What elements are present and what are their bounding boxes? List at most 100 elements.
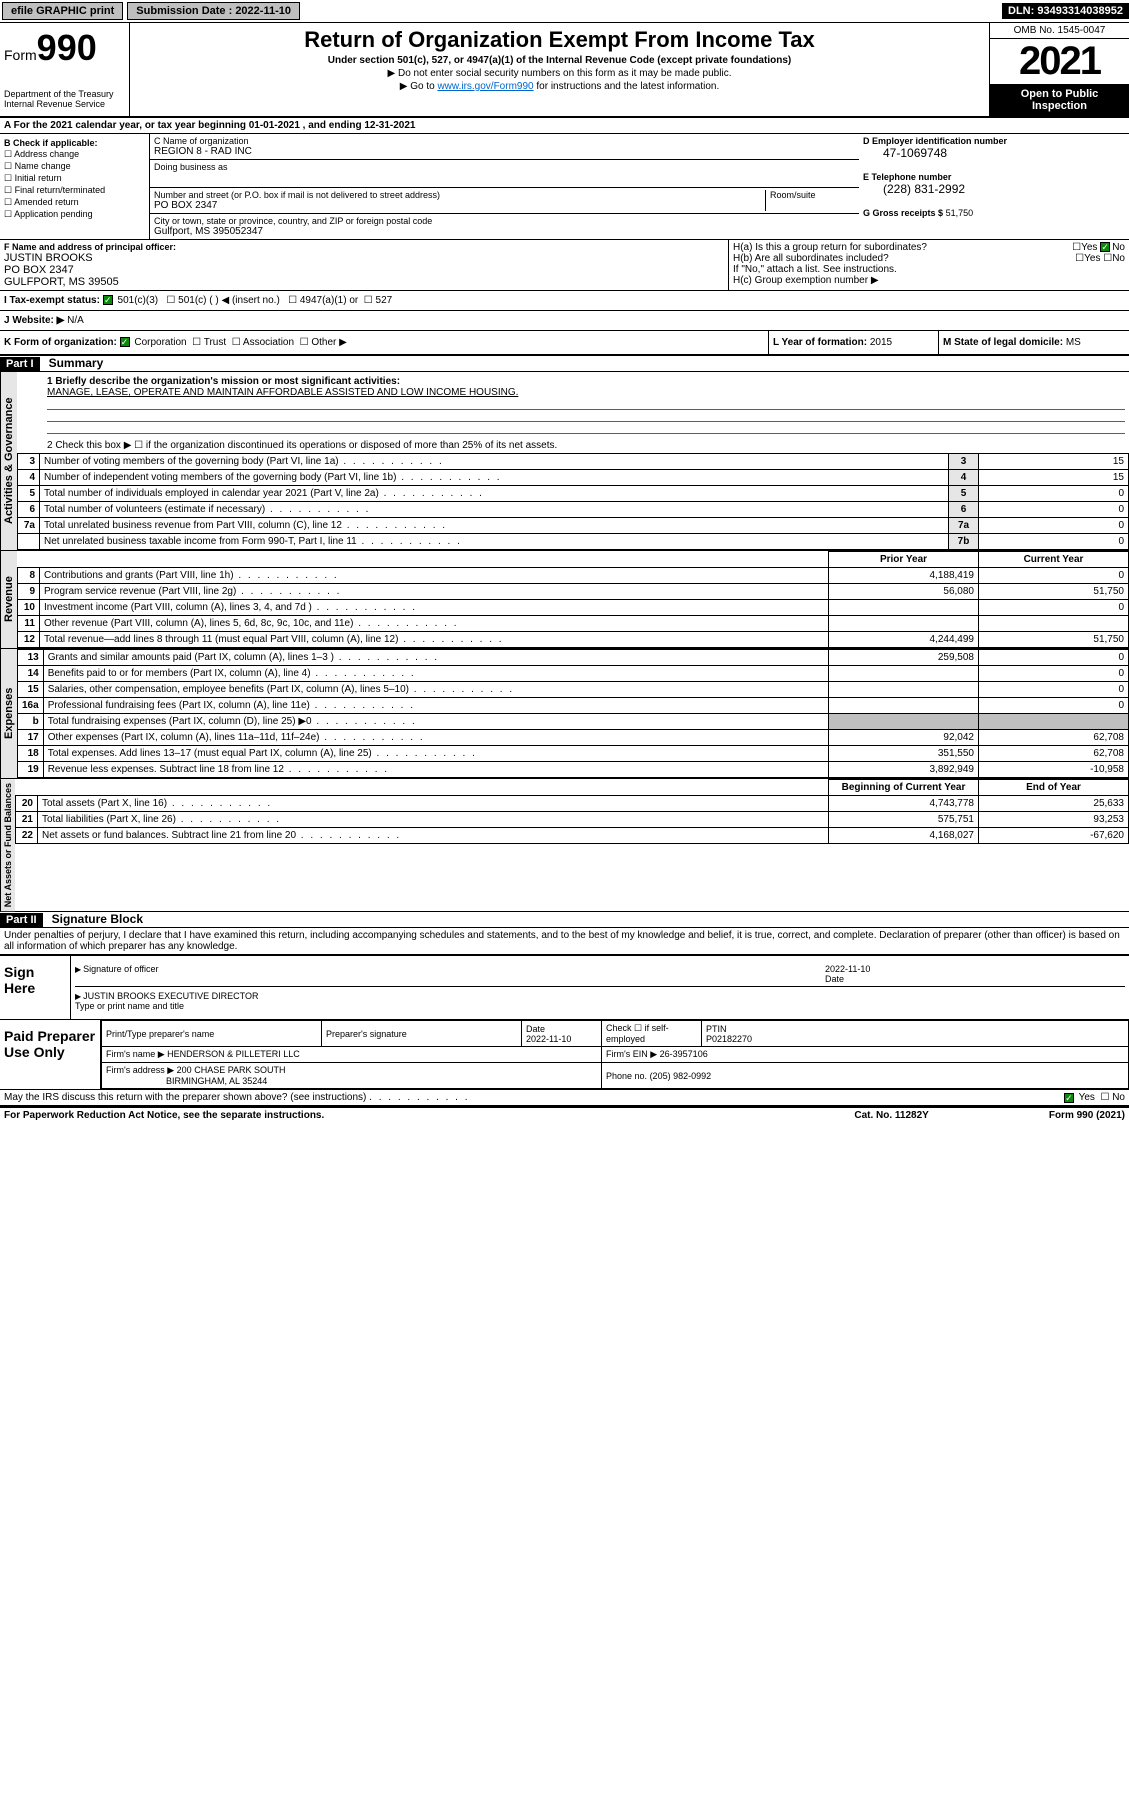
table-row: 7aTotal unrelated business revenue from … (18, 518, 1129, 534)
form-note2: ▶ Go to www.irs.gov/Form990 for instruct… (138, 81, 981, 92)
part1-header: Part I Summary (0, 356, 1129, 372)
irs-link[interactable]: www.irs.gov/Form990 (437, 81, 533, 92)
chk-initial[interactable]: ☐ Initial return (4, 173, 145, 184)
table-row: 10Investment income (Part VIII, column (… (18, 600, 1129, 616)
sig-name: JUSTIN BROOKS EXECUTIVE DIRECTOR (83, 991, 258, 1001)
form-title: Return of Organization Exempt From Incom… (138, 27, 981, 53)
chk-amended[interactable]: ☐ Amended return (4, 197, 145, 208)
activities-body: 1 Briefly describe the organization's mi… (17, 372, 1129, 550)
col-end: End of Year (979, 780, 1129, 796)
table-row: 11Other revenue (Part VIII, column (A), … (18, 616, 1129, 632)
table-row: 18Total expenses. Add lines 13–17 (must … (18, 746, 1129, 762)
preparer-row: Paid Preparer Use Only Print/Type prepar… (0, 1019, 1129, 1090)
box-deg: D Employer identification number 47-1069… (859, 134, 1129, 240)
efile-button[interactable]: efile GRAPHIC print (2, 2, 123, 20)
city-cell: City or town, state or province, country… (150, 214, 859, 239)
table-row: 15Salaries, other compensation, employee… (18, 682, 1129, 698)
col-beginning: Beginning of Current Year (829, 780, 979, 796)
sig-line2: JUSTIN BROOKS EXECUTIVE DIRECTOR Type or… (75, 989, 1125, 1013)
period-line: A For the 2021 calendar year, or tax yea… (0, 118, 1129, 134)
col-current: Current Year (979, 552, 1129, 568)
form-note1: ▶ Do not enter social security numbers o… (138, 68, 981, 79)
chk-pending[interactable]: ☐ Application pending (4, 209, 145, 220)
ptin-value: P02182270 (706, 1034, 752, 1044)
firm-addr1: 200 CHASE PARK SOUTH (177, 1065, 286, 1075)
prep-name-label: Print/Type preparer's name (102, 1021, 322, 1047)
header-left: Form990 Department of the Treasury Inter… (0, 23, 130, 116)
period-text: For the 2021 calendar year, or tax year … (14, 120, 416, 131)
table-row: 22Net assets or fund balances. Subtract … (16, 828, 1129, 844)
form-number: Form990 (4, 27, 125, 69)
corp-check[interactable] (120, 337, 130, 347)
table-row: 17Other expenses (Part IX, column (A), l… (18, 730, 1129, 746)
gross-label: G Gross receipts $ (863, 208, 943, 218)
org-name-label: C Name of organization (154, 136, 855, 146)
entity-row: B Check if applicable: ☐ Address change … (0, 134, 1129, 240)
page-footer: For Paperwork Reduction Act Notice, see … (0, 1106, 1129, 1123)
officer-addr1: PO BOX 2347 (4, 264, 724, 276)
table-row: 16aProfessional fundraising fees (Part I… (18, 698, 1129, 714)
room-label: Room/suite (765, 190, 855, 211)
table-row: 6Total number of volunteers (estimate if… (18, 502, 1129, 518)
org-name-cell: C Name of organization REGION 8 - RAD IN… (150, 134, 859, 160)
ha-no-check[interactable] (1100, 242, 1110, 252)
sign-here-label: Sign Here (0, 956, 70, 1019)
h-b: H(b) Are all subordinates included? ☐Yes… (733, 253, 1125, 264)
discuss-line: May the IRS discuss this return with the… (0, 1090, 1129, 1106)
501c3-check[interactable] (103, 295, 113, 305)
box-b: B Check if applicable: ☐ Address change … (0, 134, 150, 240)
firm-addr2: BIRMINGHAM, AL 35244 (166, 1076, 267, 1086)
h-a: H(a) Is this a group return for subordin… (733, 242, 1125, 253)
note2-pre: ▶ Go to (400, 81, 438, 92)
vtab-revenue: Revenue (0, 551, 17, 648)
preparer-content: Print/Type preparer's name Preparer's si… (100, 1020, 1129, 1089)
formorg-label: K Form of organization: (4, 337, 117, 348)
city-value: Gulfport, MS 395052347 (154, 226, 855, 237)
form-prefix: Form (4, 47, 37, 63)
line1-value: MANAGE, LEASE, OPERATE AND MAINTAIN AFFO… (47, 387, 518, 398)
dba-label: Doing business as (154, 162, 855, 172)
addr-cell: Number and street (or P.O. box if mail i… (150, 188, 859, 214)
dept-label: Department of the Treasury Internal Reve… (4, 89, 125, 109)
discuss-yes-check[interactable] (1064, 1093, 1074, 1103)
omb-label: OMB No. 1545-0047 (990, 23, 1129, 39)
top-toolbar: efile GRAPHIC print Submission Date : 20… (0, 0, 1129, 23)
box-i: I Tax-exempt status: 501(c)(3) ☐ 501(c) … (0, 291, 1129, 310)
chk-address[interactable]: ☐ Address change (4, 149, 145, 160)
box-b-label: B Check if applicable: (4, 138, 145, 148)
tax-year: 2021 (990, 39, 1129, 84)
line1: 1 Briefly describe the organization's mi… (17, 372, 1129, 434)
part2-header: Part II Signature Block (0, 912, 1129, 928)
table-row: 12Total revenue—add lines 8 through 11 (… (18, 632, 1129, 648)
prep-sig-label: Preparer's signature (322, 1021, 522, 1047)
chk-name[interactable]: ☐ Name change (4, 161, 145, 172)
table-row: 20Total assets (Part X, line 16)4,743,77… (16, 796, 1129, 812)
vtab-activities: Activities & Governance (0, 372, 17, 550)
table-row: 8Contributions and grants (Part VIII, li… (18, 568, 1129, 584)
section-expenses: Expenses 13Grants and similar amounts pa… (0, 649, 1129, 779)
submission-date-button[interactable]: Submission Date : 2022-11-10 (127, 2, 300, 20)
header-right: OMB No. 1545-0047 2021 Open to Public In… (989, 23, 1129, 116)
vtab-netassets: Net Assets or Fund Balances (0, 779, 15, 911)
gross-value: 51,750 (946, 208, 974, 218)
sig-date-val: 2022-11-10 (825, 964, 1125, 974)
officer-addr2: GULFPORT, MS 39505 (4, 276, 724, 288)
table-row: Net unrelated business taxable income fr… (18, 534, 1129, 550)
line1-label: 1 Briefly describe the organization's mi… (47, 376, 400, 387)
table-row: 14Benefits paid to or for members (Part … (18, 666, 1129, 682)
form-subtitle: Under section 501(c), 527, or 4947(a)(1)… (138, 55, 981, 66)
firm-phone: (205) 982-0992 (650, 1071, 712, 1081)
box-l: L Year of formation: 2015 (769, 331, 939, 354)
ein-label: D Employer identification number (863, 136, 1125, 146)
dba-cell: Doing business as (150, 160, 859, 188)
box-h: H(a) Is this a group return for subordin… (729, 240, 1129, 290)
table-row: 13Grants and similar amounts paid (Part … (18, 650, 1129, 666)
addr-label: Number and street (or P.O. box if mail i… (154, 190, 765, 200)
part2-badge: Part II (0, 913, 43, 927)
chk-final[interactable]: ☐ Final return/terminated (4, 185, 145, 196)
table-row: 9Program service revenue (Part VIII, lin… (18, 584, 1129, 600)
vtab-expenses: Expenses (0, 649, 17, 778)
table-row: 4Number of independent voting members of… (18, 470, 1129, 486)
form-header: Form990 Department of the Treasury Inter… (0, 23, 1129, 118)
ein-value: 47-1069748 (863, 146, 1125, 160)
